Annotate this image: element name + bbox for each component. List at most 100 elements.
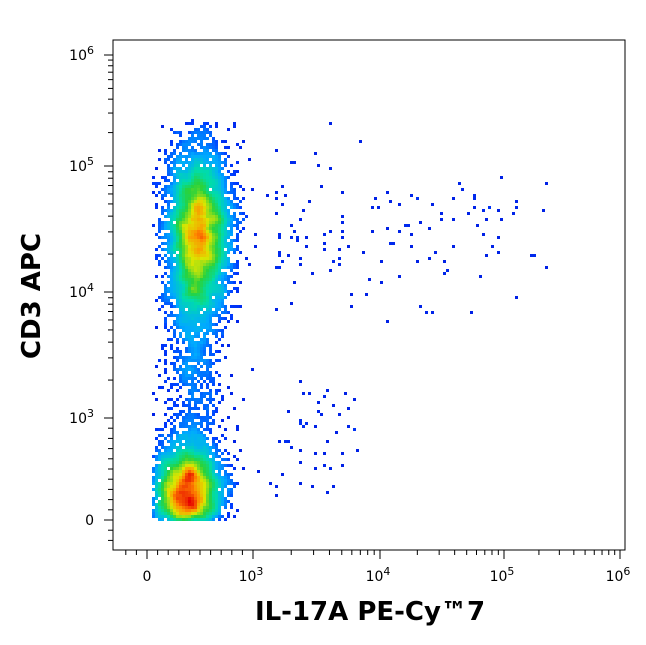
event-dot	[209, 431, 212, 434]
event-dot	[203, 311, 206, 314]
event-dot	[278, 236, 281, 239]
event-dot	[194, 482, 197, 485]
event-dot	[182, 293, 185, 296]
event-dot	[155, 494, 158, 497]
event-dot	[173, 209, 176, 212]
event-dot	[194, 479, 197, 482]
event-dot	[167, 266, 170, 269]
event-dot	[158, 509, 161, 512]
event-dot	[188, 170, 191, 173]
event-dot	[173, 503, 176, 506]
event-dot	[161, 434, 164, 437]
event-dot	[185, 284, 188, 287]
event-dot	[221, 203, 224, 206]
event-dot	[452, 218, 455, 221]
event-dot	[215, 122, 218, 125]
event-dot	[200, 494, 203, 497]
event-dot	[185, 416, 188, 419]
event-dot	[176, 356, 179, 359]
event-dot	[164, 464, 167, 467]
event-dot	[194, 173, 197, 176]
event-dot	[377, 206, 380, 209]
event-dot	[176, 440, 179, 443]
event-dot	[179, 491, 182, 494]
event-dot	[194, 497, 197, 500]
event-dot	[188, 341, 191, 344]
event-dot	[176, 404, 179, 407]
event-dot	[290, 236, 293, 239]
event-dot	[188, 368, 191, 371]
event-dot	[212, 143, 215, 146]
event-dot	[194, 377, 197, 380]
event-dot	[485, 254, 488, 257]
event-dot	[188, 254, 191, 257]
event-dot	[179, 293, 182, 296]
event-dot	[179, 320, 182, 323]
event-dot	[194, 209, 197, 212]
event-dot	[197, 290, 200, 293]
event-dot	[191, 344, 194, 347]
event-dot	[218, 299, 221, 302]
event-dot	[461, 188, 464, 191]
event-dot	[170, 272, 173, 275]
event-dot	[215, 515, 218, 518]
event-dot	[182, 191, 185, 194]
event-dot	[173, 452, 176, 455]
event-dot	[197, 479, 200, 482]
event-dot	[200, 341, 203, 344]
event-dot	[215, 437, 218, 440]
event-dot	[155, 365, 158, 368]
event-dot	[215, 140, 218, 143]
event-dot	[215, 158, 218, 161]
event-dot	[197, 398, 200, 401]
event-dot	[185, 194, 188, 197]
event-dot	[170, 491, 173, 494]
event-dot	[326, 440, 329, 443]
event-dot	[185, 368, 188, 371]
event-dot	[191, 509, 194, 512]
event-dot	[233, 251, 236, 254]
event-dot	[158, 191, 161, 194]
event-dot	[188, 248, 191, 251]
event-dot	[203, 467, 206, 470]
event-dot	[185, 356, 188, 359]
event-dot	[233, 212, 236, 215]
event-dot	[194, 191, 197, 194]
event-dot	[191, 137, 194, 140]
event-dot	[218, 155, 221, 158]
event-dot	[305, 245, 308, 248]
event-dot	[176, 194, 179, 197]
event-dot	[185, 215, 188, 218]
event-dot	[212, 260, 215, 263]
event-dot	[173, 227, 176, 230]
event-dot	[224, 260, 227, 263]
event-dot	[197, 506, 200, 509]
event-dot	[197, 407, 200, 410]
event-dot	[275, 485, 278, 488]
event-dot	[233, 239, 236, 242]
event-dot	[191, 275, 194, 278]
event-dot	[179, 185, 182, 188]
event-dot	[212, 281, 215, 284]
event-dot	[329, 167, 332, 170]
event-dot	[164, 470, 167, 473]
event-dot	[206, 494, 209, 497]
event-dot	[185, 293, 188, 296]
event-dot	[194, 452, 197, 455]
event-dot	[194, 371, 197, 374]
event-dot	[176, 371, 179, 374]
event-dot	[173, 509, 176, 512]
event-dot	[173, 239, 176, 242]
event-dot	[176, 248, 179, 251]
event-dot	[176, 143, 179, 146]
event-dot	[200, 284, 203, 287]
event-dot	[191, 341, 194, 344]
event-dot	[161, 305, 164, 308]
event-dot	[200, 173, 203, 176]
event-dot	[209, 236, 212, 239]
event-dot	[191, 215, 194, 218]
event-dot	[191, 221, 194, 224]
event-dot	[329, 122, 332, 125]
event-dot	[179, 152, 182, 155]
event-dot	[167, 206, 170, 209]
